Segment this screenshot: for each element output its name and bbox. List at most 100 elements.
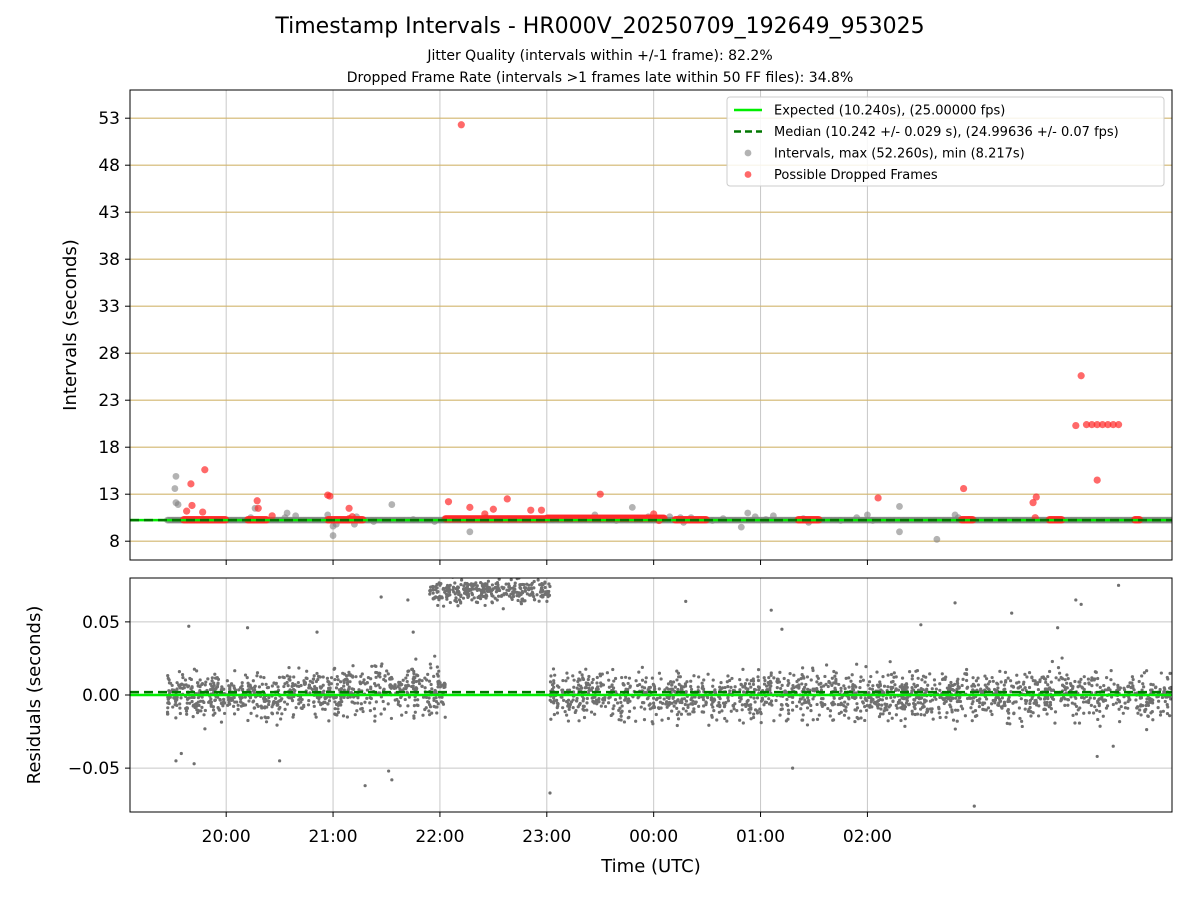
residual-point (899, 718, 903, 723)
residual-point (634, 719, 638, 723)
residual-point (772, 719, 776, 723)
residual-point (775, 686, 779, 690)
residual-point (1104, 676, 1109, 680)
residual-point (1048, 669, 1052, 674)
residual-point (711, 705, 715, 709)
residual-point (376, 683, 381, 687)
residual-point (456, 585, 460, 589)
residual-point (989, 709, 993, 713)
residual-point (496, 594, 501, 598)
residual-point (665, 705, 669, 709)
residual-point (434, 588, 438, 592)
residual-point (229, 698, 234, 703)
residual-point (831, 718, 836, 722)
residual-point (561, 706, 565, 710)
residual-point (312, 700, 316, 704)
residual-point (694, 700, 698, 704)
residual-point (586, 677, 590, 682)
residual-point (551, 667, 556, 671)
residual-point (639, 705, 643, 709)
residual-point (436, 681, 441, 685)
residual-point (1079, 677, 1083, 682)
residual-point (955, 719, 959, 723)
residual-point (637, 670, 641, 674)
residual-point (1074, 696, 1078, 700)
residual-point (432, 704, 436, 709)
residual-point (721, 686, 725, 690)
residual-point (185, 697, 190, 702)
residual-point (457, 592, 461, 597)
residual-point (923, 680, 927, 684)
residual-point (189, 677, 193, 682)
residual-point (745, 702, 749, 706)
x-tick-label: 00:00 (629, 827, 678, 847)
residual-point (985, 685, 989, 690)
residual-point (815, 680, 819, 684)
residual-point (944, 699, 948, 704)
residual-point (513, 581, 517, 585)
residual-point (395, 697, 399, 702)
residual-point (779, 686, 783, 691)
residual-point (507, 585, 511, 589)
residual-point (398, 704, 402, 708)
residual-point (1059, 675, 1063, 680)
residual-point (459, 594, 463, 599)
y-tick-label: −0.05 (68, 759, 120, 779)
residual-point (620, 704, 624, 708)
residual-point (640, 678, 645, 682)
residual-point (621, 682, 625, 686)
residual-point (1006, 708, 1010, 712)
residual-point (249, 711, 253, 715)
residual-point (1126, 685, 1130, 689)
residual-point (919, 713, 923, 717)
residual-point (603, 704, 608, 709)
residual-point (256, 704, 260, 708)
residual-point (357, 688, 361, 692)
residual-point (915, 712, 920, 716)
residual-point (904, 696, 908, 700)
legend-swatch (744, 171, 752, 178)
residual-point (992, 687, 997, 692)
residual-point (291, 681, 295, 686)
residual-point (846, 702, 850, 706)
residual-point (239, 700, 243, 704)
residual-point (513, 587, 517, 591)
y-tick-label: 13 (98, 485, 120, 505)
residual-point (351, 675, 355, 679)
residual-point (291, 687, 296, 692)
residual-point (209, 700, 213, 704)
residual-point (950, 708, 954, 712)
residual-point (1109, 669, 1113, 673)
residual-point (743, 684, 747, 688)
residual-point (437, 581, 441, 585)
residual-point (1168, 686, 1172, 690)
residual-point (392, 686, 396, 691)
residual-point (411, 684, 415, 688)
residual-point (1061, 683, 1065, 688)
residual-point (350, 700, 354, 704)
residual-point (1098, 724, 1102, 728)
residual-point (337, 701, 341, 705)
residual-point (651, 696, 656, 700)
residual-point (1028, 701, 1032, 706)
residual-point (336, 710, 341, 714)
residual-point (464, 589, 468, 593)
residual-point (507, 594, 512, 598)
residual-point (549, 674, 553, 678)
residual-point (666, 682, 671, 686)
residual-point (312, 704, 316, 708)
residual-point (748, 711, 752, 715)
residual-point (177, 684, 182, 688)
residual-point (212, 681, 216, 685)
residual-point (904, 682, 909, 687)
residual-point (605, 671, 609, 675)
residual-point (811, 666, 815, 670)
residual-point (209, 704, 213, 708)
residual-point (1156, 705, 1160, 710)
residual-point (363, 784, 367, 788)
residual-point (916, 676, 920, 680)
residual-point (287, 665, 291, 670)
residual-point (200, 695, 204, 699)
residual-point (692, 707, 696, 711)
dropped-frame-point (253, 497, 261, 505)
